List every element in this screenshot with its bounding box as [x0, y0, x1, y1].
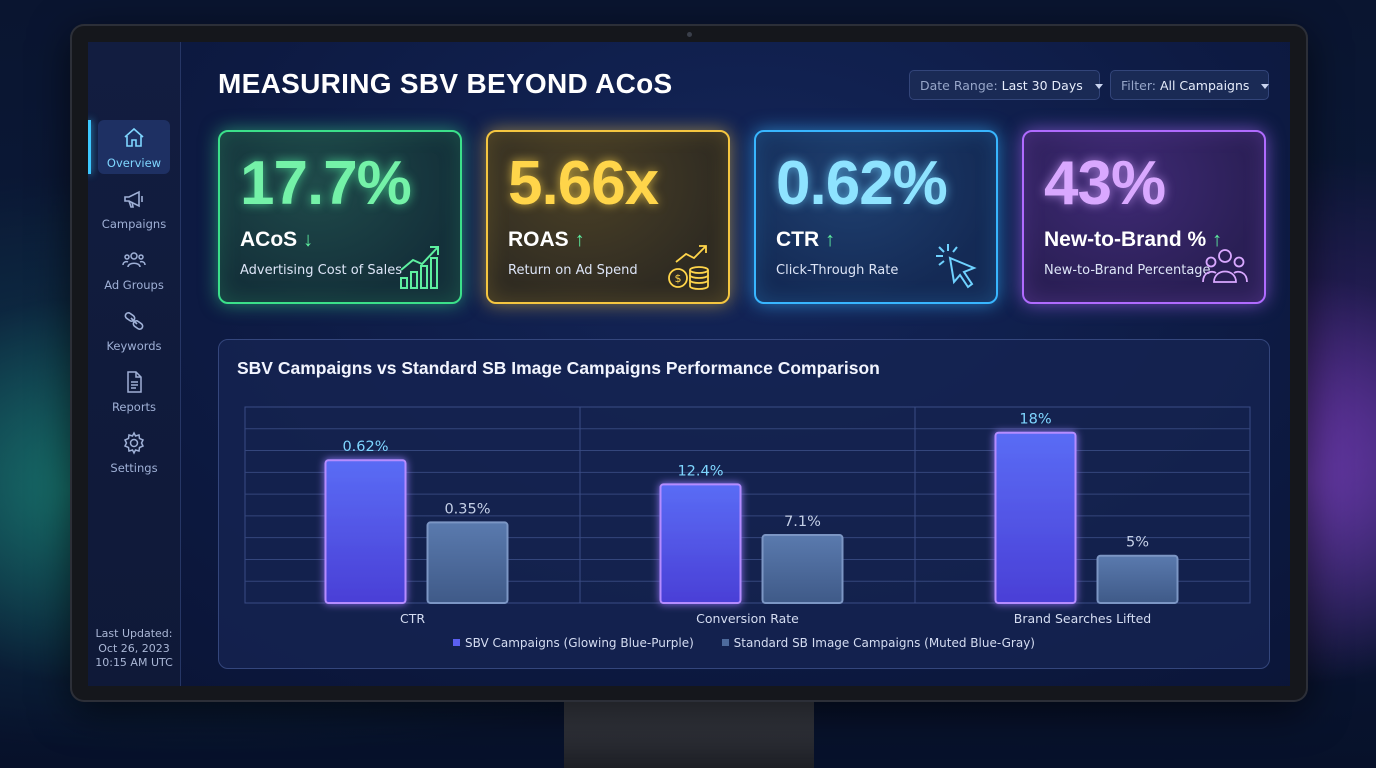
- sidebar: Overview Campaigns Ad Groups Keywords Re…: [88, 42, 181, 686]
- kpi-card-ctr[interactable]: 0.62% CTR ↑ Click-Through Rate: [754, 130, 998, 304]
- home-icon: [124, 127, 144, 147]
- x-tick-label: Conversion Rate: [696, 611, 799, 626]
- chart-plot-area: [244, 406, 1251, 604]
- growth-chart-icon: [400, 246, 439, 289]
- kpi-name: New-to-Brand % ↑: [1044, 228, 1222, 252]
- svg-text:$: $: [675, 272, 682, 285]
- data-label: 12.4%: [677, 463, 723, 479]
- sidebar-item-reports[interactable]: Reports: [98, 364, 170, 418]
- kpi-value: 43%: [1044, 149, 1166, 218]
- legend-item-sbv: SBV Campaigns (Glowing Blue-Purple): [453, 636, 694, 650]
- sidebar-item-keywords[interactable]: Keywords: [98, 303, 170, 357]
- kpi-card-acos[interactable]: 17.7% ACoS ↓ Advertising Cost of Sales: [218, 130, 462, 304]
- kpi-name: ROAS ↑: [508, 228, 585, 252]
- kpi-card-roas[interactable]: 5.66x ROAS ↑ Return on Ad Spend $: [486, 130, 730, 304]
- chart-title: SBV Campaigns vs Standard SB Image Campa…: [237, 358, 880, 378]
- kpi-name-text: ROAS: [508, 228, 569, 251]
- last-updated-date: Oct 26, 2023: [98, 641, 170, 655]
- last-updated-time: 10:15 AM UTC: [95, 656, 173, 669]
- sidebar-item-label: Keywords: [106, 339, 162, 353]
- x-tick-label: Brand Searches Lifted: [1014, 611, 1151, 626]
- users-icon: [122, 252, 146, 268]
- bar-sbv: [659, 483, 742, 605]
- sidebar-item-settings[interactable]: Settings: [98, 425, 170, 479]
- date-range-value: Last 30 Days: [1001, 78, 1083, 93]
- filter-dropdown[interactable]: Filter: All Campaigns: [1110, 70, 1270, 100]
- date-range-dropdown[interactable]: Date Range: Last 30 Days: [909, 70, 1103, 100]
- arrow-up-icon: ↑: [825, 229, 836, 251]
- kpi-description: Return on Ad Spend: [508, 263, 638, 278]
- date-range-label: Date Range:: [920, 78, 998, 93]
- kpi-description: New-to-Brand Percentage: [1044, 263, 1211, 278]
- page-title: MEASURING SBV BEYOND ACoS: [218, 68, 673, 99]
- chevron-down-icon: [1094, 84, 1103, 89]
- last-updated-label: Last Updated:: [95, 627, 173, 640]
- sidebar-item-label: Campaigns: [101, 217, 167, 231]
- filter-label: Filter:: [1121, 78, 1156, 93]
- sidebar-item-label: Settings: [110, 461, 158, 475]
- kpi-name: ACoS ↓: [240, 228, 313, 252]
- kpi-value: 5.66x: [508, 149, 659, 218]
- kpi-description: Click-Through Rate: [776, 263, 899, 278]
- sidebar-item-label: Reports: [111, 400, 157, 414]
- document-icon: [127, 371, 142, 393]
- comparison-chart-panel: SBV Campaigns vs Standard SB Image Campa…: [218, 339, 1270, 669]
- arrow-up-icon: ↑: [1212, 229, 1223, 251]
- kpi-name-text: New-to-Brand %: [1044, 228, 1207, 251]
- gear-icon: [123, 431, 145, 455]
- sidebar-item-ad-groups[interactable]: Ad Groups: [98, 242, 170, 296]
- kpi-card-new-to-brand[interactable]: 43% New-to-Brand % ↑ New-to-Brand Percent…: [1022, 130, 1266, 304]
- sidebar-item-overview[interactable]: Overview: [88, 120, 170, 174]
- x-tick-label: CTR: [400, 611, 425, 626]
- arrow-up-icon: ↑: [574, 229, 585, 251]
- bar-standard: [1096, 554, 1179, 604]
- dashboard-screen: Overview Campaigns Ad Groups Keywords Re…: [88, 42, 1290, 686]
- cursor-click-icon: [936, 244, 977, 289]
- filter-value: All Campaigns: [1159, 78, 1250, 93]
- bar-standard: [426, 521, 509, 605]
- data-label: 0.62%: [342, 439, 388, 455]
- kpi-value: 17.7%: [240, 149, 412, 218]
- kpi-description: Advertising Cost of Sales: [240, 263, 402, 278]
- webcam: [687, 32, 692, 37]
- megaphone-icon: [124, 190, 143, 208]
- monitor-stand: [564, 702, 814, 768]
- legend-swatch: [453, 639, 460, 646]
- kpi-value: 0.62%: [776, 149, 948, 218]
- legend-label: SBV Campaigns (Glowing Blue-Purple): [465, 636, 694, 650]
- kpi-name-text: CTR: [776, 228, 820, 251]
- last-updated: Last Updated: Oct 26, 2023 10:15 AM UTC: [88, 627, 180, 671]
- data-label: 5%: [1126, 535, 1149, 551]
- chart-legend: SBV Campaigns (Glowing Blue-Purple) Stan…: [219, 636, 1269, 650]
- link-icon: [124, 312, 144, 330]
- bar-sbv: [324, 459, 407, 604]
- legend-label: Standard SB Image Campaigns (Muted Blue-…: [733, 636, 1035, 650]
- group-icon: [1202, 249, 1248, 283]
- sidebar-item-label: Ad Groups: [104, 278, 164, 292]
- kpi-name-text: ACoS: [240, 228, 298, 251]
- kpi-name: CTR ↑: [776, 228, 835, 252]
- arrow-down-icon: ↓: [303, 229, 314, 251]
- chevron-down-icon: [1261, 84, 1270, 89]
- legend-swatch: [721, 639, 729, 646]
- sidebar-item-label: Overview: [106, 156, 162, 170]
- data-label: 7.1%: [784, 514, 821, 530]
- data-label: 18%: [1019, 412, 1051, 428]
- data-label: 0.35%: [444, 501, 490, 517]
- sidebar-item-campaigns[interactable]: Campaigns: [98, 181, 170, 235]
- bar-sbv: [994, 431, 1077, 604]
- bar-standard: [761, 534, 844, 604]
- legend-item-standard: Standard SB Image Campaigns (Muted Blue-…: [721, 636, 1035, 650]
- coins-icon: $: [668, 245, 709, 290]
- bar-chart: 0.62% 0.35% CTR 12.4% 7.1% Conversion Rate 18%…: [244, 406, 1251, 626]
